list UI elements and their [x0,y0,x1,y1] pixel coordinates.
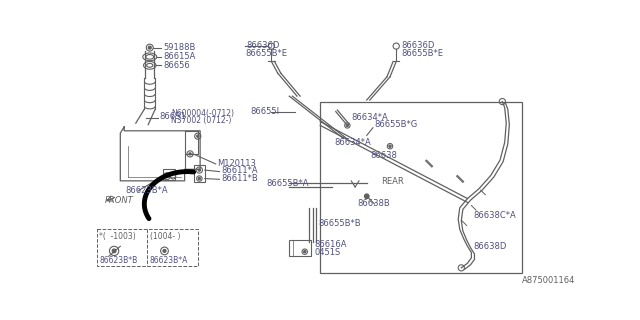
Circle shape [303,251,306,253]
Bar [163,169,175,180]
Text: 0451S: 0451S [314,248,340,257]
Text: 86623B*B: 86623B*B [99,256,138,265]
Text: N600004(-0712): N600004(-0712) [172,109,234,118]
Text: 86656: 86656 [163,61,189,70]
Bar [320,101,522,273]
Text: 86638: 86638 [371,151,397,160]
Text: 86615A: 86615A [163,52,195,61]
Bar [194,165,205,182]
Text: A875001164: A875001164 [522,276,575,285]
Text: 86638C*A: 86638C*A [474,211,516,220]
Text: 86655B*A: 86655B*A [266,179,308,188]
Text: 86655B*E: 86655B*E [402,49,444,58]
Bar [97,229,198,266]
Text: (1004- ): (1004- ) [150,232,180,241]
Circle shape [389,145,391,147]
Text: 86655I: 86655I [250,107,280,116]
Text: 86634*A: 86634*A [351,113,388,122]
Circle shape [196,135,199,137]
Text: 86631: 86631 [159,112,186,121]
Text: FRONT: FRONT [105,196,134,204]
Text: 86634*A: 86634*A [334,138,371,147]
Text: 86623B*A: 86623B*A [125,186,168,195]
Text: 86638B: 86638B [358,199,390,208]
Text: 86616A: 86616A [314,240,346,249]
Text: 86611*A: 86611*A [221,166,258,175]
Text: 86611*B: 86611*B [221,174,258,183]
Circle shape [189,153,191,155]
Circle shape [198,169,200,171]
Text: M120113: M120113 [217,159,256,168]
Circle shape [163,249,166,252]
Text: 86636D: 86636D [402,41,435,50]
Text: 86655B*E: 86655B*E [245,49,287,58]
Text: 86638D: 86638D [474,242,507,251]
Circle shape [112,249,116,253]
Circle shape [198,177,200,180]
Text: 86623B*A: 86623B*A [150,256,188,265]
Text: 86655B*B: 86655B*B [319,219,362,228]
Text: 86655B*G: 86655B*G [374,120,418,129]
Text: 86636D: 86636D [246,41,280,50]
Circle shape [165,175,168,178]
Text: *(  -1003): *( -1003) [99,232,136,241]
Circle shape [346,124,349,127]
Text: N37002 (0712-): N37002 (0712-) [172,116,232,125]
Text: REAR: REAR [381,177,403,186]
Circle shape [148,46,151,49]
Circle shape [364,194,369,198]
Text: 59188B: 59188B [163,43,195,52]
Bar [289,240,311,256]
